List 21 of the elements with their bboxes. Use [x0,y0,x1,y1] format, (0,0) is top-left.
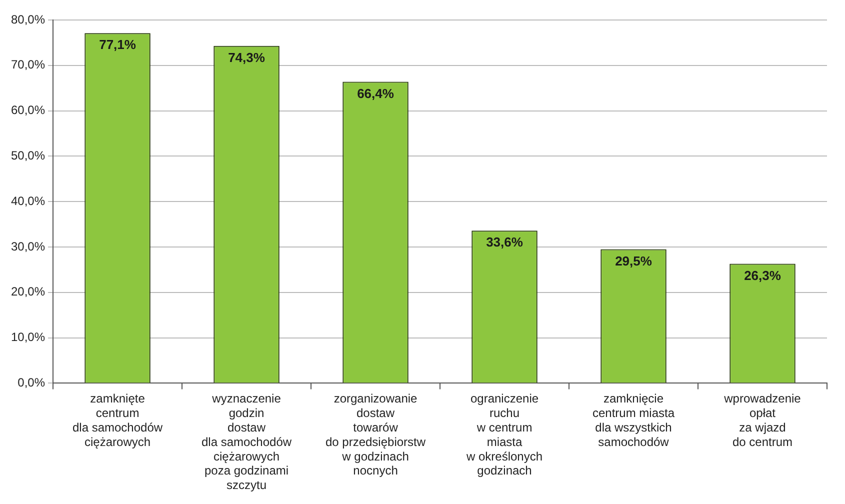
data-label: 29,5% [615,253,652,268]
y-tick-label: 60,0% [10,103,46,118]
data-label: 77,1% [99,37,136,52]
x-tick-label: wyznaczenie godzin dostaw dla samochodów ciężarowych poza godzinami szczytu [201,392,292,492]
data-label: 66,4% [357,86,394,101]
x-tick-label: ograniczenie ruchu w centrum miasta w określonych godzinach [465,392,543,478]
x-tick-label: wprowadzenie opłat za wjazd do centrum [723,392,802,449]
x-tick-label: zamknięte centrum dla samochodów ciężarowych [72,392,163,449]
data-label: 33,6% [486,234,524,250]
y-tick-label: 40,0% [10,194,46,208]
x-tick-label: zorganizowanie dostaw towarów do przedsiębiorstw w godzinach nocnych [325,392,426,478]
data-label: 26,3% [744,268,782,283]
data-label: 74,3% [228,50,266,65]
y-tick-label: 0,0% [18,376,46,390]
y-tick-label: 70,0% [10,58,46,72]
y-tick-label: 30,0% [10,239,46,254]
y-tick-label: 80,0% [10,12,46,26]
y-tick-label: 50,0% [10,148,46,163]
x-tick-label: zamknięcie centrum miasta dla wszystkich samochodów [592,392,675,449]
y-tick-label: 20,0% [10,284,46,299]
y-tick-label: 10,0% [10,330,46,344]
